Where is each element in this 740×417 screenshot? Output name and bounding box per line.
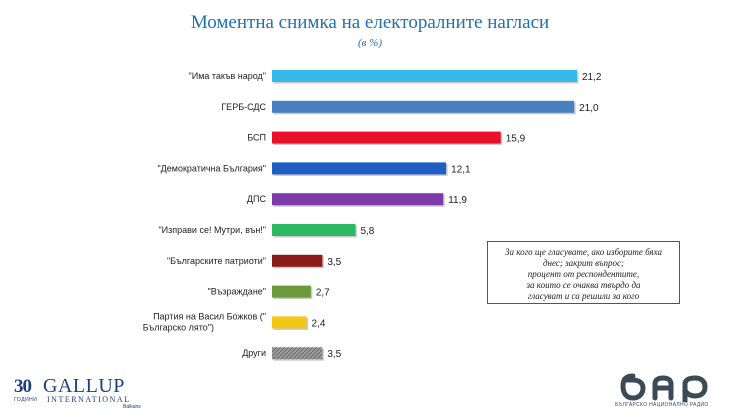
note-line: За кого ще гласувате, ако изборите бяха: [505, 247, 662, 257]
bar-value-label: 21,2: [582, 72, 602, 83]
bar: [272, 131, 501, 144]
bar-category-label: "Изправи се! Мутри, вън!": [158, 225, 266, 235]
bar-value-label: 2,4: [312, 318, 326, 329]
bar-value-label: 12,1: [451, 164, 471, 175]
gallup-anniversary-number: 30: [14, 376, 32, 397]
bar: [272, 193, 444, 206]
bar-value-label: 3,5: [327, 257, 341, 268]
bar-category-label: "Българските патриоти": [167, 256, 266, 266]
bar: [272, 70, 577, 82]
bars-group: "Има такъв народ" 21,2 ГЕРБ-СДС 21,0 БСП 15,9…: [143, 70, 602, 361]
chart-subtitle: (в %): [357, 37, 382, 49]
bnr-logo: БЪЛГАРСКО НАЦИОНАЛНО РАДИО: [615, 370, 735, 415]
bar-category-label: Други: [242, 348, 266, 358]
note-line: за които се очаква твърдо да: [526, 280, 641, 290]
gallup-region: Balkans: [123, 404, 141, 410]
bnr-caption: БЪЛГАРСКО НАЦИОНАЛНО РАДИО: [615, 402, 709, 408]
bar-value-label: 21,0: [579, 103, 599, 114]
bar-value-label: 5,8: [360, 226, 374, 237]
bar-value-label: 15,9: [506, 134, 526, 145]
chart-title: Моментна снимка на електоралните нагласи: [190, 12, 550, 33]
bar-value-label: 11,9: [448, 195, 467, 206]
bar: [272, 285, 311, 298]
note-line: днес; закрит въпрос;: [542, 258, 625, 268]
gallup-international: INTERNATIONAL: [47, 395, 131, 404]
bar-category-label: БСП: [247, 133, 266, 143]
gallup-logo: 30 ГОДИНИ GALLUP INTERNATIONAL Balkans: [10, 372, 145, 412]
bar-category-label: ДПС: [247, 194, 267, 204]
bar: [272, 316, 307, 329]
bar: [272, 347, 323, 360]
bar-category-label: "Демократична България": [157, 163, 266, 173]
bar-category-label: ГЕРБ-СДС: [221, 102, 266, 112]
bar-value-label: 3,5: [327, 349, 341, 360]
bar: [272, 254, 323, 267]
note-line: гласуват и са решили за кого: [527, 291, 640, 301]
bar-category-label: Партия на Васил Божков (" Българско лято"…: [143, 311, 266, 332]
bar: [272, 224, 356, 236]
note-line: процент от респондентите,: [527, 269, 640, 279]
gallup-anniversary-label: ГОДИНИ: [14, 397, 38, 403]
bar-category-label: "Има такъв народ": [189, 71, 266, 81]
gallup-name: GALLUP: [43, 375, 125, 397]
methodology-note: За кого ще гласувате, ако изборите бяха …: [487, 241, 680, 304]
bar: [272, 162, 447, 175]
bar-value-label: 2,7: [316, 288, 330, 299]
bar-category-label: "Възраждане": [208, 287, 266, 297]
bar: [272, 100, 575, 113]
bnr-logo-mark: [620, 373, 708, 405]
